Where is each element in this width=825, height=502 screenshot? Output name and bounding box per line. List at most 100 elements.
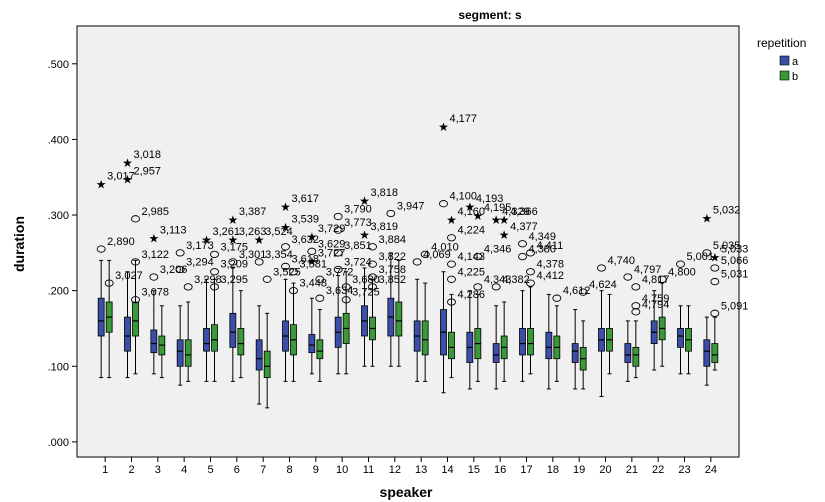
x-tick-label: 8 — [286, 464, 292, 476]
outlier-circle — [262, 275, 272, 283]
box-b — [211, 324, 218, 352]
x-tick-label: 14 — [441, 464, 453, 476]
outlier-circle — [473, 252, 483, 261]
outlier-label: 4,412 — [537, 270, 565, 282]
box-a — [545, 331, 553, 360]
outlier-circle — [447, 260, 456, 268]
outlier-label: 4,817 — [642, 274, 670, 286]
outlier-extreme-star: ★ — [438, 120, 449, 134]
outlier-label: 3,294 — [186, 256, 214, 268]
outlier-circle — [341, 283, 351, 291]
outlier-label: 4,378 — [537, 259, 565, 271]
outlier-extreme-star: ★ — [227, 213, 238, 227]
outlier-label: 4,759 — [642, 293, 670, 305]
outlier-extreme-star: ★ — [122, 173, 133, 187]
outlier-circle — [657, 275, 667, 283]
outlier-circle — [341, 296, 351, 304]
outlier-extreme-star: ★ — [359, 194, 370, 208]
outlier-circle — [631, 283, 641, 291]
outlier-label: 3,629 — [318, 238, 346, 250]
box-b — [132, 301, 139, 337]
outlier-circle — [333, 226, 343, 234]
outlier-label: 4,346 — [484, 244, 512, 256]
outlier-label: 3,524 — [265, 226, 293, 238]
outlier-label: 3,175 — [221, 241, 249, 253]
outlier-label: 3,729 — [318, 223, 346, 235]
outlier-label: 4,380 — [529, 244, 557, 256]
x-tick-label: 6 — [234, 464, 240, 476]
outlier-circle — [368, 243, 377, 251]
outlier-label: 3,173 — [186, 240, 214, 252]
outlier-circle — [491, 283, 501, 291]
x-tick-label: 5 — [207, 464, 213, 476]
outlier-circle — [307, 247, 317, 255]
box-a — [150, 329, 158, 354]
outlier-circle — [710, 309, 720, 317]
outlier-label: 5,091 — [721, 300, 749, 312]
x-tick-label: 12 — [389, 464, 401, 476]
outlier-circle — [333, 212, 343, 221]
outlier-circle — [131, 296, 140, 304]
outlier-circle — [368, 260, 377, 268]
x-tick-label: 19 — [573, 464, 585, 476]
outlier-label: 3,773 — [344, 217, 372, 229]
outlier-circle — [175, 265, 185, 274]
outlier-label: 4,195 — [484, 202, 512, 214]
outlier-circle — [710, 264, 720, 272]
outlier-label: 4,800 — [668, 266, 696, 278]
outlier-label: 3,852 — [379, 274, 407, 286]
box-a — [124, 316, 131, 352]
y-tick-label: .000 — [48, 437, 69, 449]
outlier-label: 4,160 — [458, 206, 486, 218]
outlier-label: 4,100 — [450, 191, 478, 203]
outlier-extreme-star: ★ — [359, 228, 370, 242]
outlier-circle — [412, 258, 422, 266]
outlier-label: 3,354 — [265, 249, 293, 261]
outlier-label: 2,957 — [134, 166, 162, 178]
outlier-label: 3,632 — [292, 234, 320, 246]
y-tick-label: .400 — [48, 134, 69, 146]
outlier-circle — [289, 268, 298, 276]
outlier-label: 4,797 — [634, 264, 662, 276]
outlier-label: 5,001 — [687, 251, 715, 263]
box-b — [395, 301, 403, 337]
x-tick-label: 24 — [705, 464, 717, 476]
legend-label-a: a — [792, 56, 799, 68]
y-axis: .000 .100 .200 .300 .400 .500 — [48, 59, 77, 449]
y-axis-title: duration — [11, 216, 27, 272]
x-tick-label: 20 — [599, 464, 611, 476]
outlier-circle — [333, 249, 343, 257]
outlier-label: 4,069 — [423, 249, 451, 261]
outlier-label: 3,634 — [326, 285, 354, 297]
outlier-label: 4,286 — [458, 289, 486, 301]
x-axis-title: speaker — [380, 484, 433, 500]
y-tick-label: .200 — [48, 286, 69, 298]
x-tick-label: 22 — [652, 464, 664, 476]
outlier-circle — [96, 245, 106, 253]
box-b — [448, 331, 455, 360]
outlier-circle — [175, 249, 185, 257]
outlier-circle — [473, 283, 483, 291]
box-b — [632, 346, 640, 367]
outlier-label: 3,078 — [142, 287, 170, 299]
outlier-label: 3,017 — [107, 170, 135, 182]
outlier-circle — [702, 249, 712, 257]
outlier-label: 3,581 — [300, 259, 328, 271]
box-a — [255, 339, 263, 371]
x-tick-label: 4 — [181, 464, 187, 476]
outlier-label: 3,818 — [371, 187, 399, 199]
outlier-circle — [518, 252, 527, 261]
x-tick-label: 17 — [520, 464, 532, 476]
plot-area — [76, 25, 740, 458]
outlier-extreme-star: ★ — [709, 251, 720, 265]
outlier-label: 4,193 — [476, 193, 504, 205]
box-b — [421, 320, 429, 356]
outlier-circle — [228, 258, 238, 266]
outlier-extreme-star: ★ — [254, 233, 265, 247]
box-a — [571, 343, 579, 363]
box-a — [703, 339, 711, 367]
outlier-label: 4,740 — [608, 255, 636, 267]
outlier-label: 3,295 — [221, 274, 249, 286]
outlier-extreme-star: ★ — [446, 213, 457, 227]
